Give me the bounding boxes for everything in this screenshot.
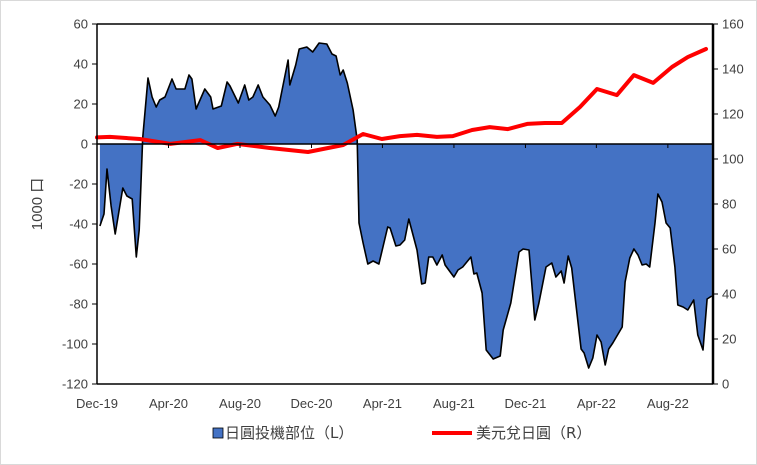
legend-label-usdjpy: 美元兌日圓（R） — [476, 424, 591, 442]
y-axis-left-label: 1000 口 — [29, 178, 46, 231]
legend-item-usdjpy: 美元兌日圓（R） — [432, 424, 591, 442]
area-positions — [99, 43, 712, 368]
y-tick-label-right: 140 — [722, 62, 744, 77]
y-tick-label-left: 40 — [74, 57, 88, 72]
line-usdjpy — [95, 47, 708, 154]
legend-swatch-area — [212, 427, 224, 439]
y-tick-label-left: 60 — [74, 17, 88, 32]
legend-item-positions: 日圓投機部位（L） — [212, 424, 353, 442]
y-tick-label-left: -40 — [69, 217, 88, 232]
y-tick-label-right: 0 — [722, 377, 729, 392]
y-tick-label-right: 160 — [722, 17, 744, 32]
legend: 日圓投機部位（L） 美元兌日圓（R） — [212, 424, 591, 442]
x-tick-label: Apr-22 — [577, 396, 616, 411]
x-tick-label: Dec-19 — [76, 396, 118, 411]
axes: -120 -100 -80 -60 -40 -20 0 20 40 60 0 20 40 60 80 100 1… — [62, 17, 744, 412]
y-tick-label-left: 20 — [74, 97, 88, 112]
y-tick-label-left: -80 — [69, 297, 88, 312]
x-tick-label: Apr-20 — [149, 396, 188, 411]
y-tick-label-left: -100 — [62, 337, 88, 352]
area-outline — [99, 42, 713, 369]
y-tick-label-left: -120 — [62, 377, 88, 392]
y-tick-label-right: 60 — [722, 242, 736, 257]
x-tick-label: Dec-21 — [504, 396, 546, 411]
y-tick-label-right: 80 — [722, 197, 736, 212]
x-tick-label: Aug-22 — [647, 396, 689, 411]
y-tick-label-right: 120 — [722, 107, 744, 122]
x-tick-label: Aug-20 — [219, 396, 261, 411]
x-tick-label: Dec-20 — [291, 396, 333, 411]
y-tick-label-right: 40 — [722, 287, 736, 302]
y-tick-label-right: 20 — [722, 332, 736, 347]
x-tick-label: Aug-21 — [433, 396, 475, 411]
y-tick-label-left: -60 — [69, 257, 88, 272]
y-tick-label-right: 100 — [722, 152, 744, 167]
y-tick-label-left: -20 — [69, 177, 88, 192]
y-tick-label-left: 0 — [81, 137, 88, 152]
x-tick-label: Apr-21 — [363, 396, 402, 411]
legend-label-positions: 日圓投機部位（L） — [225, 424, 353, 442]
plot-area — [95, 42, 713, 369]
